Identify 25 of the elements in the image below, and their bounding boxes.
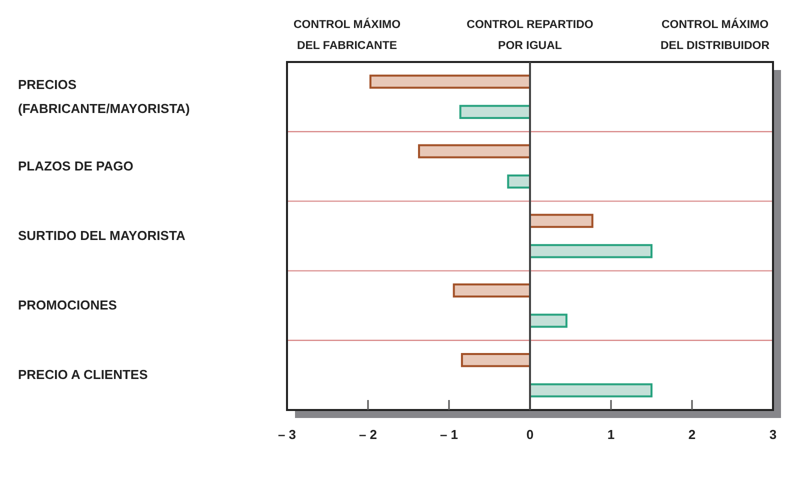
bar — [369, 74, 531, 89]
x-tick-label: 2 — [688, 427, 696, 442]
bar — [529, 383, 652, 398]
x-tick-label: 0 — [526, 427, 534, 442]
y-tick-label: PRECIOS (FABRICANTE/MAYORISTA) — [18, 76, 190, 116]
y-tick-label: PLAZOS DE PAGO — [18, 158, 134, 174]
y-tick-label: SURTIDO DEL MAYORISTA — [18, 228, 186, 243]
bar — [529, 244, 652, 258]
bar — [459, 104, 531, 119]
y-tick-label: PROMOCIONES — [18, 298, 118, 313]
bar — [460, 353, 531, 368]
bar — [507, 174, 531, 189]
x-tick-label: – 1 — [440, 427, 458, 442]
x-tick-label: – 2 — [358, 427, 378, 442]
text: CONTROL REPARTIDO POR IGUAL — [466, 19, 594, 52]
bar — [418, 144, 531, 158]
x-tick-label: – 3 — [278, 427, 296, 442]
y-tick-label: PRECIO A CLIENTES — [18, 367, 148, 382]
bar — [529, 214, 594, 228]
x-tick-label: 1 — [607, 427, 615, 442]
x-tick-label: 3 — [769, 427, 777, 442]
bar — [529, 314, 568, 328]
bar — [452, 283, 531, 298]
text: CONTROL MÁXIMO DEL FABRICANTE — [293, 17, 401, 52]
text: CONTROL MÁXIMO DEL DISTRIBUIDOR — [660, 17, 770, 52]
